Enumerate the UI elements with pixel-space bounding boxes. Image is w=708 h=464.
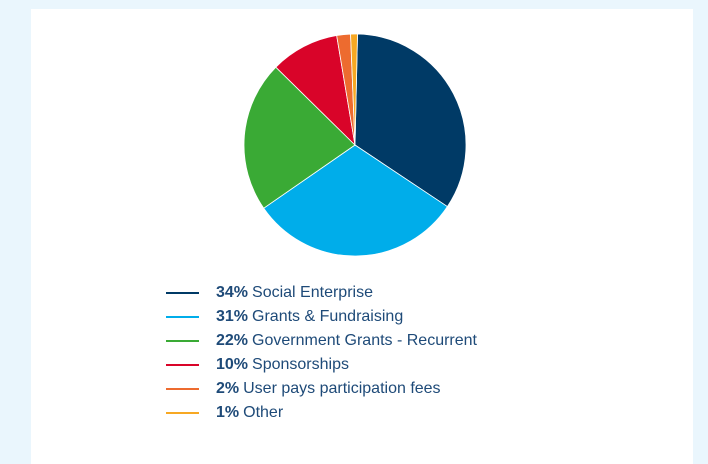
legend-swatch bbox=[166, 340, 199, 342]
legend-item: 22% Government Grants - Recurrent bbox=[166, 329, 477, 353]
legend-percent: 31% bbox=[216, 308, 249, 325]
legend-item: 1% Other bbox=[166, 401, 477, 425]
pie-slice bbox=[244, 66, 356, 209]
legend-item: 31% Grants & Fundraising bbox=[166, 305, 477, 329]
legend-label: Other bbox=[243, 404, 284, 421]
legend-swatch bbox=[166, 364, 199, 366]
legend-percent: 2% bbox=[216, 380, 240, 397]
pie-slice bbox=[350, 34, 358, 146]
legend: 34% Social Enterprise 31% Grants & Fundr… bbox=[166, 281, 477, 425]
legend-item: 10% Sponsorships bbox=[166, 353, 477, 377]
legend-item: 2% User pays participation fees bbox=[166, 377, 477, 401]
legend-label: Government Grants - Recurrent bbox=[252, 332, 477, 349]
legend-item: 34% Social Enterprise bbox=[166, 281, 477, 305]
legend-swatch bbox=[166, 388, 199, 390]
pie-slice bbox=[263, 144, 448, 256]
legend-percent: 22% bbox=[216, 332, 249, 349]
legend-label: Grants & Fundraising bbox=[252, 308, 404, 325]
legend-percent: 10% bbox=[216, 356, 249, 373]
legend-percent: 1% bbox=[216, 404, 240, 421]
legend-percent: 34% bbox=[216, 284, 249, 301]
legend-label: Sponsorships bbox=[252, 356, 349, 373]
pie-chart bbox=[244, 34, 466, 256]
legend-label: User pays participation fees bbox=[243, 380, 441, 397]
legend-swatch bbox=[166, 292, 199, 294]
legend-swatch bbox=[166, 316, 199, 318]
legend-label: Social Enterprise bbox=[252, 284, 373, 301]
chart-card: 34% Social Enterprise 31% Grants & Fundr… bbox=[31, 9, 693, 464]
legend-swatch bbox=[166, 412, 199, 414]
